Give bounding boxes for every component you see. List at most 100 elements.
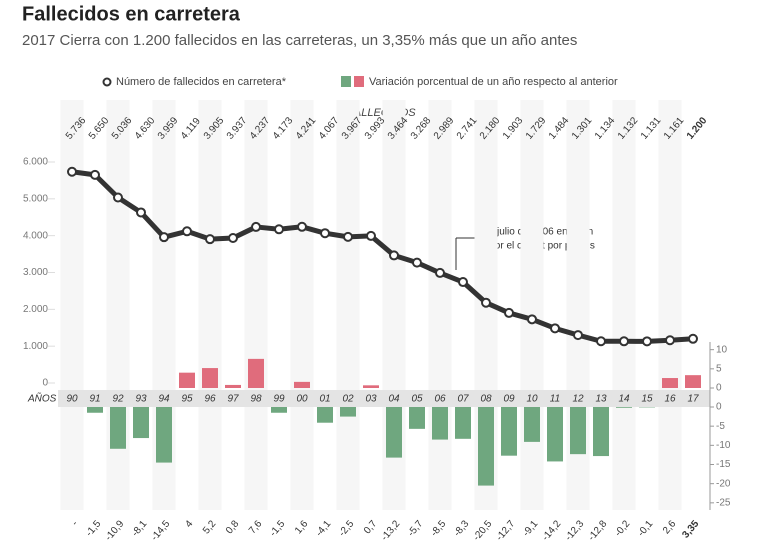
x-tick-label: 02 [342, 394, 354, 405]
point [481, 297, 491, 308]
bg-column [290, 100, 314, 510]
x-tick-label: 10 [526, 394, 538, 405]
point [550, 323, 560, 334]
bar [547, 407, 563, 462]
bar [455, 407, 471, 439]
point [389, 250, 399, 261]
point [435, 267, 445, 278]
point [297, 221, 307, 232]
bar-value-label: 7,6 [247, 518, 265, 536]
point-value-label: 1.200 [685, 115, 710, 142]
point [688, 333, 698, 344]
x-tick-label: 16 [664, 394, 676, 405]
bar-value-label: -9,1 [521, 518, 541, 539]
bar-value-label: 5,2 [201, 518, 219, 536]
x-tick-label: 99 [273, 394, 285, 405]
x-tick-label: 12 [572, 394, 584, 405]
bar [524, 407, 540, 442]
x-tick-label: 17 [687, 394, 699, 405]
bar-value-label: -1,5 [84, 518, 104, 539]
point [136, 207, 146, 218]
bg-column [658, 100, 682, 510]
bg-column [60, 100, 84, 510]
y-tick-label: 0 [42, 378, 48, 389]
y-tick-label: 6.000 [23, 157, 48, 168]
bar [202, 368, 218, 388]
bg-column [520, 100, 544, 510]
bar-value-label: -0,1 [636, 518, 656, 539]
bar-value-label: -12,8 [586, 518, 609, 543]
bar-value-label: -14,2 [540, 518, 563, 543]
bar [271, 407, 287, 413]
y-tick-label: 3.000 [23, 267, 48, 278]
legend-label: Número de fallecidos en carretera* [116, 76, 287, 88]
x-tick-label: 04 [388, 394, 400, 405]
bar [179, 372, 195, 388]
chart-subtitle: 2017 Cierra con 1.200 fallecidos en las … [22, 32, 577, 49]
point [642, 336, 652, 347]
y-tick-label: 2.000 [23, 304, 48, 315]
point [596, 336, 606, 347]
bar [409, 407, 425, 429]
point [205, 234, 215, 245]
y2-tick-label: 10 [716, 344, 728, 355]
bar-value-label: -12,3 [563, 518, 586, 543]
point [343, 231, 353, 242]
x-tick-label: 00 [296, 394, 308, 405]
bar [432, 407, 448, 440]
x-tick-label: 01 [319, 394, 330, 405]
point [274, 224, 284, 235]
x-tick-label: 03 [365, 394, 377, 405]
y-tick-label: 1.000 [23, 341, 48, 352]
y2-tick-label: -10 [716, 440, 731, 451]
y2-tick-label: 0 [716, 402, 722, 413]
point [412, 257, 422, 268]
bar-value-label: -2,5 [337, 518, 357, 539]
bg-column [336, 100, 360, 510]
bar [593, 407, 609, 457]
chart-title: Fallecidos en carretera [22, 3, 241, 25]
bar [156, 407, 172, 463]
point [228, 232, 238, 243]
bar-value-label: 1,6 [293, 518, 311, 536]
x-tick-label: 06 [434, 394, 446, 405]
x-tick-label: 94 [158, 394, 170, 405]
bar-value-label: -8,3 [452, 518, 472, 539]
bar-value-label: -1,5 [268, 518, 288, 539]
bar-value-label: 0,7 [362, 518, 380, 536]
x-tick-label: 05 [411, 394, 423, 405]
point [90, 169, 100, 180]
y2-tick-label: -5 [716, 421, 725, 432]
bar [662, 378, 678, 388]
y2-tick-label: 0 [716, 383, 722, 394]
bar [317, 407, 333, 423]
bar [616, 407, 632, 408]
point [182, 226, 192, 237]
point [665, 335, 675, 346]
x-tick-label: 14 [618, 394, 630, 405]
legend-marker [102, 77, 112, 87]
x-tick-label: 15 [641, 394, 653, 405]
bar [110, 407, 126, 449]
point [159, 232, 169, 243]
point [458, 277, 468, 288]
point [251, 221, 261, 232]
y2-tick-label: -15 [716, 459, 731, 470]
bar [294, 381, 310, 388]
x-tick-label: 90 [66, 394, 78, 405]
bar [363, 385, 379, 388]
x-axis-label: AÑOS [27, 392, 57, 405]
point [113, 192, 123, 203]
bg-column [244, 100, 268, 510]
x-tick-label: 93 [135, 394, 147, 405]
bar [478, 407, 494, 486]
point [527, 314, 537, 325]
bar [87, 407, 103, 413]
x-tick-label: 07 [457, 394, 469, 405]
y-tick-label: 4.000 [23, 230, 48, 241]
bar [501, 407, 517, 456]
y2-tick-label: 5 [716, 363, 722, 374]
legend-label: Variación porcentual de un año respecto … [369, 76, 618, 88]
bar-value-label: 3,35 [680, 518, 701, 540]
